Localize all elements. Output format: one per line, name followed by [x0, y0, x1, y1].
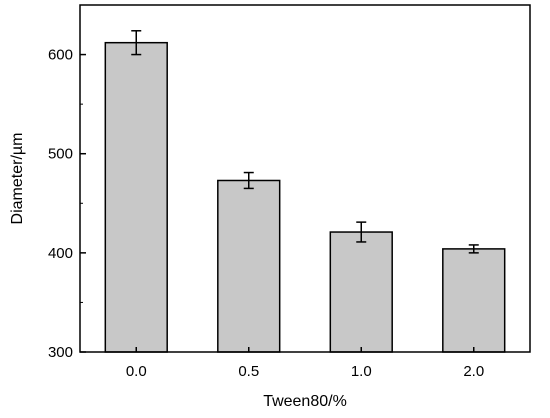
y-tick-label-1: 400	[48, 245, 73, 262]
error-bar-2	[356, 221, 367, 243]
x-tick-label-3: 2.0	[463, 363, 484, 380]
bar-0	[104, 41, 168, 353]
y-tick-label-3: 600	[48, 47, 73, 64]
plot-frame	[79, 4, 531, 353]
error-bars-layer	[131, 30, 479, 254]
error-bar-1	[243, 171, 254, 190]
x-tick-label-0: 0.0	[126, 363, 147, 380]
ticks-layer: 0.0 0.5 1.0 2.0 300 400 500 600	[48, 47, 484, 380]
error-bar-0	[131, 30, 142, 56]
bar-2	[329, 231, 393, 353]
error-bar-3	[468, 244, 479, 254]
y-axis-title: Diameter/µm	[9, 133, 26, 225]
bars-layer	[104, 41, 506, 353]
x-tick-label-2: 1.0	[351, 363, 372, 380]
y-tick-label-2: 500	[48, 146, 73, 163]
x-axis-title: Tween80/%	[263, 393, 347, 410]
x-tick-label-1: 0.5	[238, 363, 259, 380]
bar-3	[442, 248, 506, 353]
y-tick-label-0: 300	[48, 344, 73, 361]
bar-1	[217, 179, 281, 353]
